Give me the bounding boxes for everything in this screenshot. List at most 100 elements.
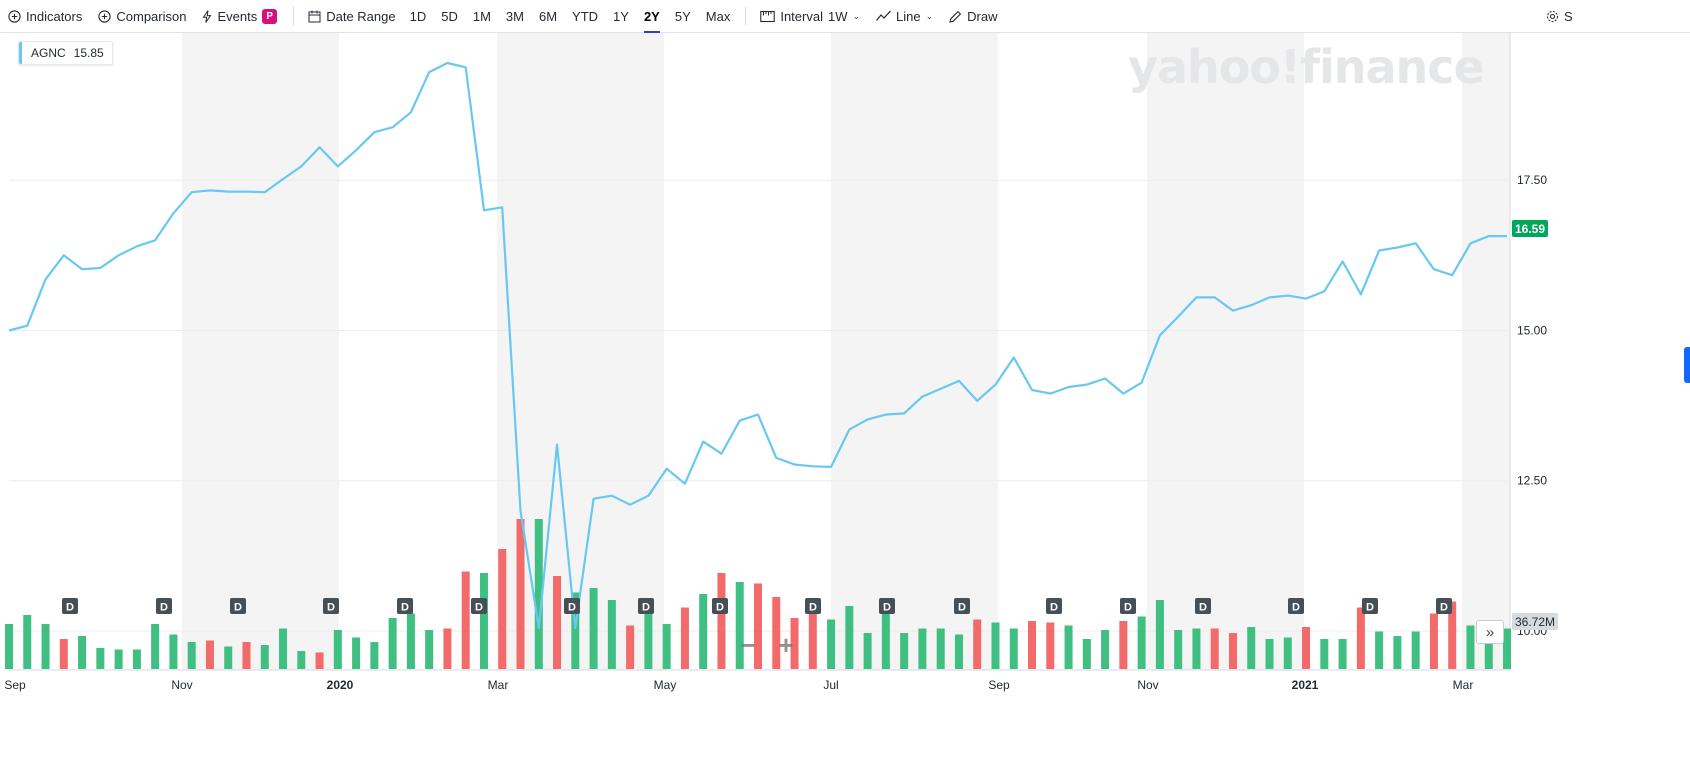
dividend-marker bbox=[564, 598, 580, 614]
range-5d[interactable]: 5D bbox=[441, 8, 458, 24]
volume-bar bbox=[589, 588, 598, 669]
dividend-marker-label: D bbox=[642, 602, 650, 614]
volume-bar bbox=[479, 573, 488, 669]
line-chart-icon bbox=[876, 10, 891, 22]
range-1y[interactable]: 1Y bbox=[613, 8, 629, 24]
volume-bar bbox=[1320, 639, 1329, 669]
side-panel-tab[interactable] bbox=[1684, 347, 1690, 383]
range-5y[interactable]: 5Y bbox=[674, 8, 691, 24]
comparison-button[interactable]: Comparison bbox=[98, 9, 186, 24]
volume-bar bbox=[23, 615, 32, 669]
volume-bar bbox=[1356, 607, 1365, 669]
zoom-out-button[interactable]: − bbox=[740, 629, 756, 660]
zoom-in-button[interactable]: + bbox=[778, 629, 794, 660]
volume-bar bbox=[59, 639, 68, 669]
period-shade-band bbox=[831, 33, 998, 670]
interval-button[interactable]: Interval 1W ⌄ bbox=[760, 9, 860, 24]
volume-bar bbox=[1082, 639, 1091, 669]
dividend-marker-label: D bbox=[883, 602, 891, 614]
dividend-marker-label: D bbox=[1292, 602, 1300, 614]
lightning-icon bbox=[202, 9, 212, 23]
interval-value: 1W bbox=[827, 8, 848, 24]
dividend-marker-label: D bbox=[568, 602, 576, 614]
volume-value-badge: 36.72M bbox=[1512, 613, 1558, 630]
volume-bar bbox=[553, 576, 562, 669]
dividend-marker-label: D bbox=[1199, 602, 1207, 614]
range-3m[interactable]: 3M bbox=[505, 8, 524, 24]
range-1d[interactable]: 1D bbox=[409, 8, 427, 24]
volume-bar bbox=[1503, 628, 1511, 669]
volume-bar bbox=[461, 571, 470, 669]
legend-value: 15.85 bbox=[73, 46, 104, 60]
x-tick-label: Mar bbox=[488, 678, 509, 692]
volume-bar bbox=[1283, 637, 1292, 669]
dividend-marker bbox=[1195, 598, 1211, 614]
volume-bar bbox=[260, 645, 269, 669]
range-selector: 1D 5D 1M 3M 6M YTD 1Y 2Y 5Y Max bbox=[409, 8, 746, 33]
x-tick-label: Jul bbox=[823, 678, 838, 692]
volume-bar bbox=[662, 624, 671, 669]
toolbar-divider bbox=[293, 7, 295, 25]
range-2y[interactable]: 2Y bbox=[643, 8, 660, 33]
volume-bar bbox=[187, 642, 196, 669]
draw-button[interactable]: Draw bbox=[949, 9, 997, 24]
dividend-marker-label: D bbox=[1440, 602, 1448, 614]
volume-bar bbox=[151, 624, 160, 669]
chevron-down-icon: ⌄ bbox=[925, 10, 934, 21]
dividend-marker bbox=[156, 598, 172, 614]
dividend-marker bbox=[638, 598, 654, 614]
volume-bar bbox=[205, 640, 214, 669]
dividend-marker bbox=[471, 598, 487, 614]
range-6m[interactable]: 6M bbox=[538, 8, 558, 24]
indicators-button[interactable]: Indicators bbox=[8, 9, 82, 24]
volume-bar bbox=[1210, 628, 1219, 669]
dividend-marker bbox=[1362, 598, 1378, 614]
series-legend[interactable]: AGNC 15.85 bbox=[18, 41, 113, 65]
volume-bar bbox=[1137, 616, 1146, 669]
settings-button[interactable]: S bbox=[1546, 9, 1573, 24]
events-label: Events bbox=[217, 8, 258, 24]
range-1m[interactable]: 1M bbox=[472, 8, 491, 24]
draw-label: Draw bbox=[967, 8, 998, 24]
scroll-to-latest-button[interactable]: » bbox=[1476, 620, 1504, 644]
indicators-label: Indicators bbox=[26, 8, 83, 24]
volume-bar bbox=[1247, 627, 1256, 669]
volume-bar bbox=[863, 633, 872, 669]
volume-bar bbox=[1046, 622, 1055, 669]
volume-bar bbox=[1174, 630, 1183, 669]
range-max[interactable]: Max bbox=[705, 8, 731, 24]
period-shade-band bbox=[497, 33, 664, 670]
dividend-marker bbox=[230, 598, 246, 614]
volume-bar bbox=[279, 628, 288, 669]
pencil-icon bbox=[949, 10, 962, 23]
volume-bar bbox=[297, 651, 306, 669]
chart-toolbar: Indicators Comparison Events P Date Rang… bbox=[0, 0, 1690, 33]
yahoo-finance-watermark: yahoo!finance bbox=[1128, 40, 1485, 94]
y-tick-label: 15.00 bbox=[1517, 323, 1547, 337]
volume-bar bbox=[973, 619, 982, 669]
volume-bar bbox=[406, 613, 415, 669]
events-button[interactable]: Events P bbox=[202, 8, 278, 24]
volume-bar bbox=[96, 648, 105, 669]
date-range-button[interactable]: Date Range bbox=[308, 9, 396, 24]
volume-bar bbox=[425, 630, 434, 669]
volume-bar bbox=[78, 636, 87, 669]
dividend-marker-label: D bbox=[716, 602, 724, 614]
dividend-marker-label: D bbox=[234, 602, 242, 614]
volume-bar bbox=[607, 600, 616, 669]
chart-type-button[interactable]: Line ⌄ bbox=[876, 9, 933, 24]
volume-bar bbox=[754, 583, 762, 669]
volume-bar bbox=[352, 637, 361, 669]
dividend-marker bbox=[954, 598, 970, 614]
dividend-marker bbox=[1288, 598, 1304, 614]
volume-bar bbox=[571, 592, 580, 669]
range-ytd[interactable]: YTD bbox=[572, 8, 599, 24]
x-tick-label: May bbox=[654, 678, 677, 692]
volume-bar bbox=[1119, 621, 1128, 669]
volume-bar bbox=[1484, 631, 1493, 669]
volume-bar bbox=[1466, 625, 1475, 669]
dividend-marker bbox=[712, 598, 728, 614]
dividend-marker-label: D bbox=[1366, 602, 1374, 614]
volume-bar bbox=[1338, 639, 1347, 669]
